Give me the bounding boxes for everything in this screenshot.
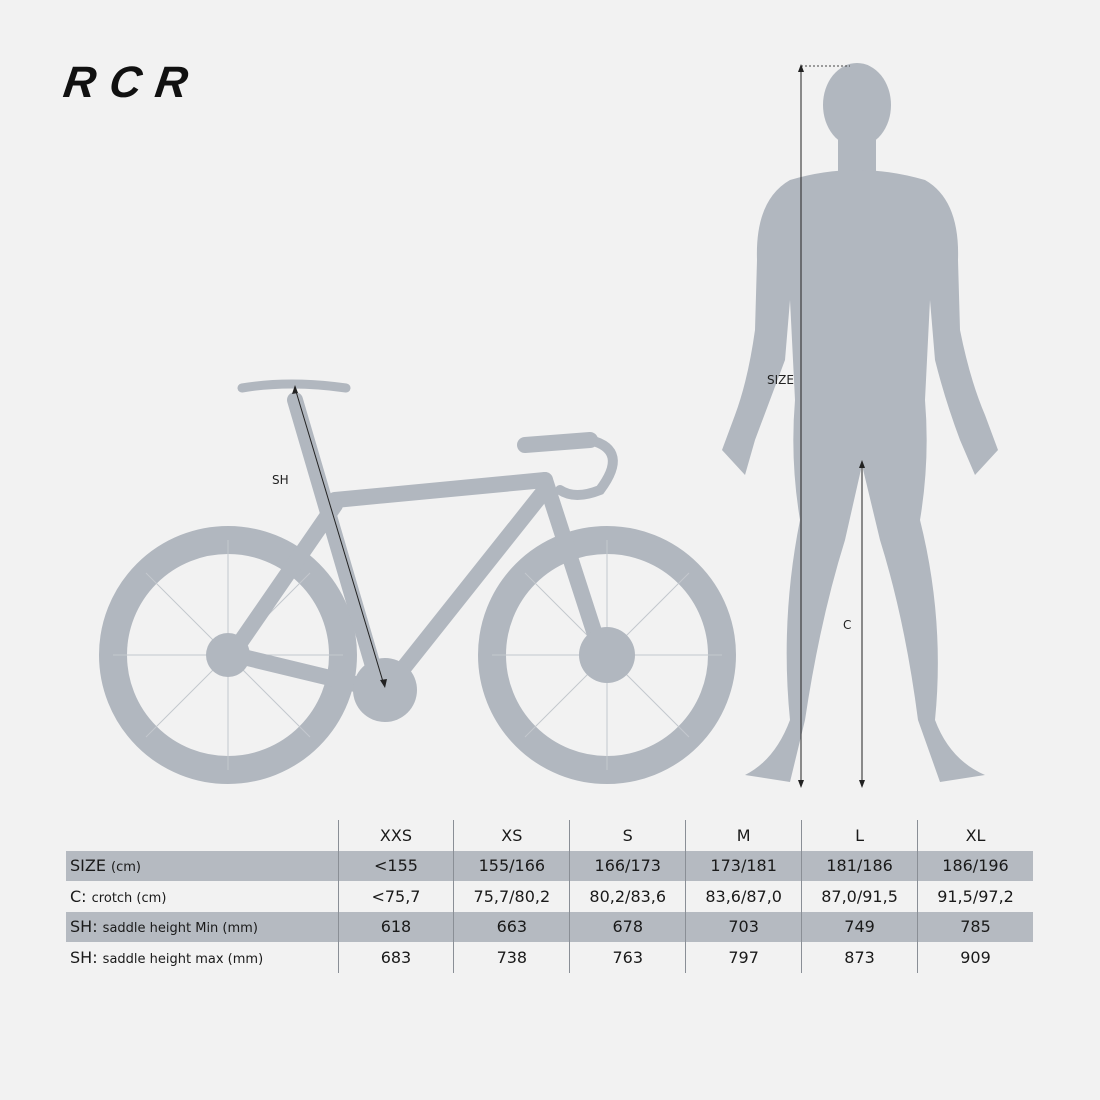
seat-stay xyxy=(227,497,343,658)
sh-arrow xyxy=(294,387,385,686)
row-label: C: crotch (cm) xyxy=(70,886,167,906)
cell: 738 xyxy=(453,942,570,973)
cell: 83,6/87,0 xyxy=(685,881,802,912)
table-row: C: crotch (cm) <75,7 75,7/80,2 80,2/83,6… xyxy=(66,881,1033,912)
size-header: L xyxy=(801,820,918,851)
cell: 181/186 xyxy=(801,850,918,881)
top-tube xyxy=(327,472,553,508)
row-label: SH: saddle height max (mm) xyxy=(70,947,264,967)
cell: 909 xyxy=(917,942,1033,973)
handlebar xyxy=(555,435,618,500)
size-header: XL xyxy=(917,820,1033,851)
cell: 75,7/80,2 xyxy=(453,881,570,912)
row-label: SH: saddle height Min (mm) xyxy=(66,911,339,942)
size-header: S xyxy=(569,820,686,851)
stem xyxy=(517,432,598,453)
size-header: XXS xyxy=(337,820,454,851)
disc-rotor xyxy=(579,627,635,683)
cell: 91,5/97,2 xyxy=(917,881,1033,912)
cell: 155/166 xyxy=(453,850,570,881)
cell: 166/173 xyxy=(569,850,686,881)
cell: 186/196 xyxy=(917,850,1033,881)
cell: 618 xyxy=(337,911,454,942)
fork xyxy=(537,472,608,658)
cell: 797 xyxy=(685,942,802,973)
size-header: XS xyxy=(453,820,570,851)
table-row: SIZE (cm) <155 155/166 166/173 173/181 1… xyxy=(66,850,1033,881)
cell: 173/181 xyxy=(685,850,802,881)
size-table: XXS XS S M L XL SIZE (cm) <155 155/166 1… xyxy=(66,820,1033,973)
row-label: SIZE (cm) xyxy=(66,850,339,881)
size-header: M xyxy=(685,820,802,851)
cell: 87,0/91,5 xyxy=(801,881,918,912)
cell: 749 xyxy=(801,911,918,942)
cell: <75,7 xyxy=(337,881,454,912)
crotch-label: C xyxy=(843,618,852,632)
size-label: SIZE xyxy=(767,373,794,387)
table-row: SH: saddle height Min (mm) 618 663 678 7… xyxy=(66,911,1033,942)
cell: <155 xyxy=(337,850,454,881)
chainring xyxy=(353,658,417,722)
cell: 683 xyxy=(337,942,454,973)
cell: 703 xyxy=(685,911,802,942)
bike-silhouette xyxy=(99,379,736,784)
illustration xyxy=(99,63,998,788)
table-header-row: XXS XS S M L XL xyxy=(66,820,1033,851)
down-tube xyxy=(382,482,553,693)
table-row: SH: saddle height max (mm) 683 738 763 7… xyxy=(66,942,1033,973)
human-silhouette xyxy=(722,63,998,782)
cassette xyxy=(206,633,250,677)
cell: 785 xyxy=(917,911,1033,942)
seat-tube xyxy=(287,392,388,698)
cell: 873 xyxy=(801,942,918,973)
cell: 678 xyxy=(569,911,686,942)
cell: 763 xyxy=(569,942,686,973)
cell: 663 xyxy=(453,911,570,942)
cell: 80,2/83,6 xyxy=(569,881,686,912)
sh-label: SH xyxy=(272,473,289,487)
saddle xyxy=(237,379,351,393)
